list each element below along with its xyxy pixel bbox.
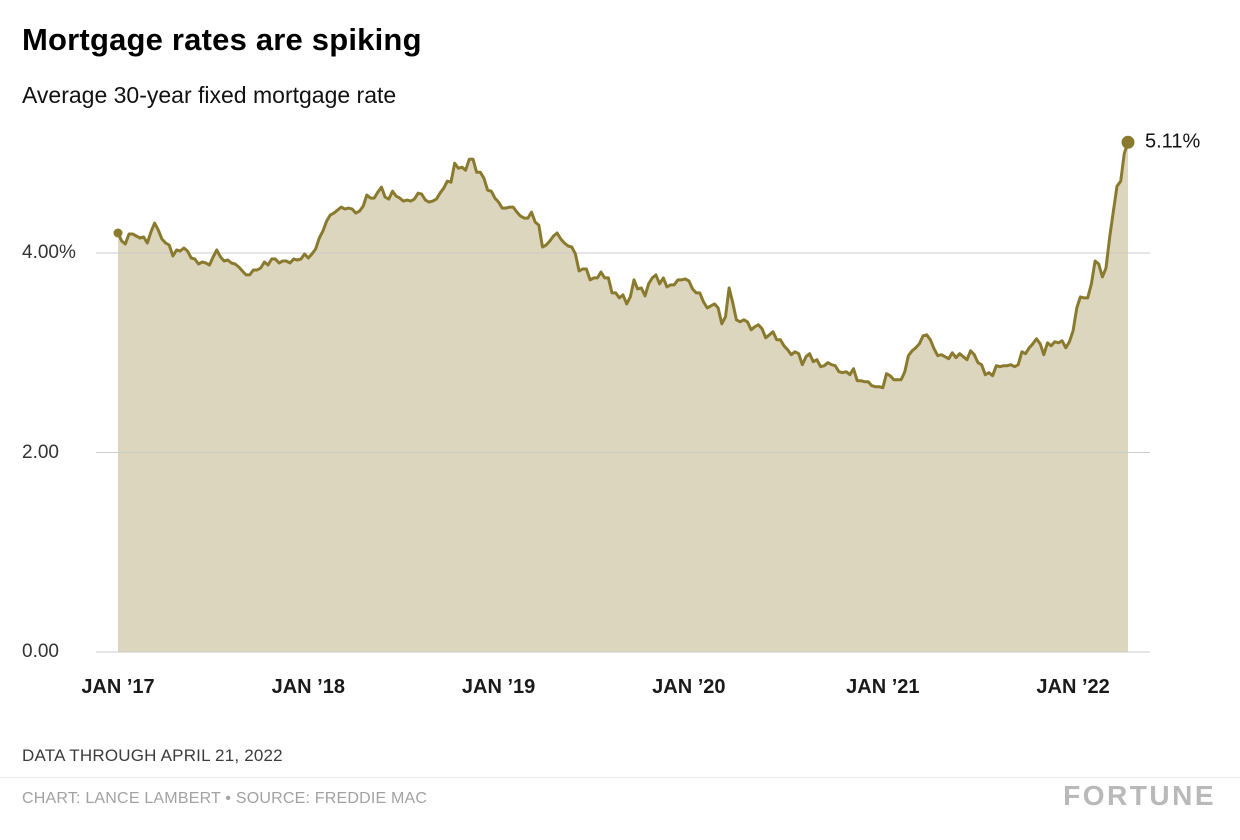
fortune-logo: FORTUNE	[1063, 780, 1216, 811]
chart-subtitle: Average 30-year fixed mortgage rate	[22, 82, 397, 108]
gridlines	[96, 252, 1150, 653]
x-axis-tick-label: JAN ’19	[461, 676, 536, 698]
x-axis-tick-label: JAN ’17	[81, 676, 155, 698]
end-value-label: 5.11%	[1145, 130, 1201, 153]
y-axis-tick-label: 4.00%	[22, 242, 76, 263]
x-axis-tick-label: JAN ’22	[1036, 676, 1110, 698]
footer-divider	[0, 777, 1240, 778]
end-point-marker	[1121, 135, 1135, 149]
y-axis-tick-label: 2.00	[22, 441, 59, 463]
x-axis-tick-label: JAN ’20	[652, 676, 726, 698]
credit-line: CHART: LANCE LAMBERT • SOURCE: FREDDIE M…	[22, 790, 428, 807]
x-axis-tick-label: JAN ’21	[846, 676, 920, 698]
x-axis-tick-label: JAN ’18	[271, 676, 345, 698]
rate-line	[116, 140, 1130, 390]
data-note: DATA THROUGH APRIL 21, 2022	[22, 746, 283, 765]
area-fill	[118, 142, 1128, 653]
y-axis-tick-label: 0.00	[22, 641, 59, 662]
chart-title: Mortgage rates are spiking	[22, 22, 422, 57]
start-point-marker	[113, 228, 123, 238]
